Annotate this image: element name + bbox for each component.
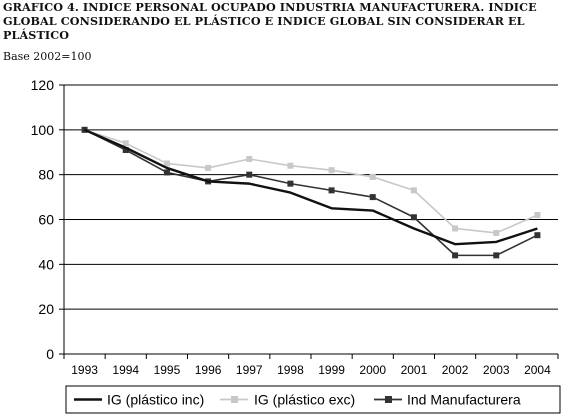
x-tick-label: 1994 (112, 363, 139, 377)
x-tick-label: 2003 (483, 363, 510, 377)
legend-box (65, 385, 561, 414)
y-tick-label: 40 (38, 256, 54, 272)
y-tick-labels: 0 20 40 60 80 100 120 (31, 77, 55, 362)
legend-marker (231, 396, 238, 403)
x-tick-label: 1997 (236, 363, 263, 377)
legend-marker (385, 396, 392, 403)
data-point (163, 169, 170, 176)
x-tick-label: 2001 (401, 363, 428, 377)
axes (59, 84, 559, 359)
data-point (122, 140, 129, 147)
data-point (246, 171, 253, 178)
data-point (287, 180, 294, 187)
x-tick-label: 2004 (524, 363, 551, 377)
y-tick-label: 100 (31, 122, 55, 138)
legend-label: IG (plástico inc) (107, 392, 204, 408)
data-point (369, 194, 376, 201)
data-point (493, 252, 500, 259)
x-tick-label: 1998 (277, 363, 304, 377)
data-point (452, 225, 459, 232)
data-point (328, 187, 335, 194)
legend: IG (plástico inc) IG (plástico exc) Ind Ma… (65, 385, 561, 414)
x-tick-labels: 1993 1994 1995 1996 1997 1998 1999 2000 2001 2002… (71, 363, 551, 377)
data-point (534, 212, 541, 219)
x-tick-label: 1993 (71, 363, 98, 377)
legend-label: Ind Manufacturera (407, 392, 521, 408)
data-point (328, 167, 335, 174)
x-tick-label: 2002 (442, 363, 469, 377)
data-point (246, 155, 253, 162)
y-tick-label: 0 (46, 346, 54, 362)
y-tick-label: 60 (38, 212, 54, 228)
data-point (122, 147, 129, 154)
x-tick-label: 1999 (318, 363, 345, 377)
gridlines (64, 84, 558, 310)
data-point (410, 187, 417, 194)
y-tick-label: 20 (38, 301, 54, 317)
chart-title: GRAFICO 4. INDICE PERSONAL OCUPADO INDUS… (3, 0, 537, 42)
y-tick-label: 120 (31, 77, 55, 93)
x-tick-label: 1995 (154, 363, 181, 377)
data-point (534, 232, 541, 239)
data-point (410, 214, 417, 221)
x-tick-label: 1996 (195, 363, 222, 377)
data-point (369, 173, 376, 180)
series-line-2 (84, 129, 538, 234)
x-tick-label: 2000 (359, 363, 386, 377)
data-point (287, 162, 294, 169)
data-point (205, 164, 212, 171)
chart-subtitle: Base 2002=100 (3, 50, 92, 63)
data-point (163, 160, 170, 167)
series-lines (81, 126, 541, 259)
y-tick-label: 80 (38, 167, 54, 183)
data-point (452, 252, 459, 259)
series-line-3 (84, 129, 538, 257)
data-point (493, 229, 500, 236)
series-line-1 (84, 128, 538, 246)
legend-label: IG (plástico exc) (254, 392, 355, 408)
